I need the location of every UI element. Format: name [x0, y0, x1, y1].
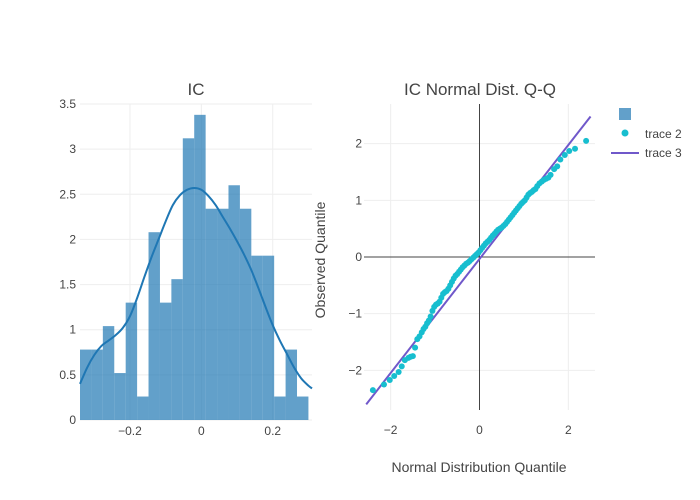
histogram-bar [102, 326, 115, 420]
qq-point [386, 376, 393, 383]
qq-x-ticks: −2 0 2 [384, 423, 572, 437]
qq-x-tick-label: 2 [565, 423, 572, 437]
histogram-bar [262, 255, 275, 420]
qq-point [557, 156, 564, 163]
histogram-bar [114, 373, 126, 420]
histogram-title: IC [188, 80, 205, 99]
qq-y-tick-label: −1 [348, 307, 362, 321]
legend-item-trace-2[interactable]: trace 2 [621, 127, 683, 141]
legend-swatch-bar [619, 108, 631, 120]
qq-point [547, 171, 554, 178]
qq-y-tick-label: 2 [355, 137, 362, 151]
histogram-y-tick-label: 2 [69, 232, 76, 246]
histogram-bar [182, 138, 195, 420]
qq-point [412, 344, 419, 351]
legend-item-trace-3[interactable]: trace 3 [611, 146, 682, 160]
qq-point [572, 145, 579, 152]
legend-swatch-dot [621, 129, 629, 137]
qq-zero-lines [364, 104, 595, 410]
qq-x-axis-title: Normal Distribution Quantile [391, 459, 566, 475]
histogram-bar [91, 349, 103, 420]
histogram-y-tick-label: 3 [69, 142, 76, 156]
histogram-bar [171, 279, 183, 420]
qq-point [398, 363, 405, 370]
qq-title: IC Normal Dist. Q-Q [404, 80, 556, 99]
qq-point [380, 381, 387, 388]
qq-points [369, 137, 590, 394]
histogram-bar [297, 396, 309, 420]
histogram-y-tick-label: 0.5 [59, 368, 76, 382]
histogram-bar [148, 232, 160, 420]
qq-point [554, 163, 561, 170]
qq-y-tick-label: 1 [355, 193, 362, 207]
qq-y-tick-label: 0 [355, 250, 362, 264]
histogram-bar [251, 255, 263, 420]
qq-x-tick-label: 0 [476, 423, 483, 437]
histogram-y-ticks: 0 0.5 1 1.5 2 2.5 3 3.5 [59, 97, 76, 427]
qq-y-axis-title: Observed Quantile [312, 201, 328, 318]
histogram-x-tick-label: −0.2 [118, 424, 142, 438]
qq-point [391, 373, 398, 379]
qq-chart: −2 −1 0 1 2 −2 0 2 IC Normal Dist. Q-Q Normal … [312, 80, 595, 475]
histogram-bar [137, 396, 149, 420]
histogram-bar [285, 349, 298, 420]
legend: trace 2 trace 3 [611, 108, 682, 160]
qq-y-ticks: −2 −1 0 1 2 [348, 137, 362, 378]
histogram-bar [274, 396, 286, 420]
histogram-bar [228, 185, 240, 420]
qq-y-tick-label: −2 [348, 363, 362, 377]
histogram-y-tick-label: 1 [69, 323, 76, 337]
histogram-bars [80, 114, 309, 420]
histogram-x-ticks: −0.2 0 0.2 [118, 424, 281, 438]
qq-point [369, 387, 376, 394]
qq-x-tick-label: −2 [384, 423, 398, 437]
histogram-x-tick-label: 0 [198, 424, 205, 438]
qq-point [561, 152, 568, 158]
histogram-y-tick-label: 0 [69, 413, 76, 427]
qq-reference-line [365, 115, 592, 405]
histogram-y-tick-label: 1.5 [59, 278, 76, 292]
histogram-bar [80, 349, 92, 420]
qq-point [395, 369, 402, 376]
histogram-y-tick-label: 3.5 [59, 97, 76, 111]
qq-point [583, 137, 590, 144]
histogram-bar [159, 302, 172, 420]
qq-point [427, 313, 434, 320]
histogram-y-tick-label: 2.5 [59, 187, 76, 201]
histogram-x-tick-label: 0.2 [264, 424, 281, 438]
histogram-bar [217, 208, 229, 420]
kde-curve [79, 186, 313, 390]
qq-point [566, 148, 573, 155]
qq-point [409, 353, 416, 360]
histogram-chart: 0 0.5 1 1.5 2 2.5 3 3.5 −0.2 0 0.2 IC [59, 80, 313, 438]
legend-label-trace-2: trace 2 [645, 127, 682, 141]
legend-label-trace-3: trace 3 [645, 146, 682, 160]
histogram-bar [239, 208, 252, 420]
histogram-bar [205, 208, 218, 420]
histogram-bar [125, 302, 138, 420]
histogram-bar [194, 114, 206, 420]
legend-item-trace-1[interactable] [619, 108, 631, 120]
